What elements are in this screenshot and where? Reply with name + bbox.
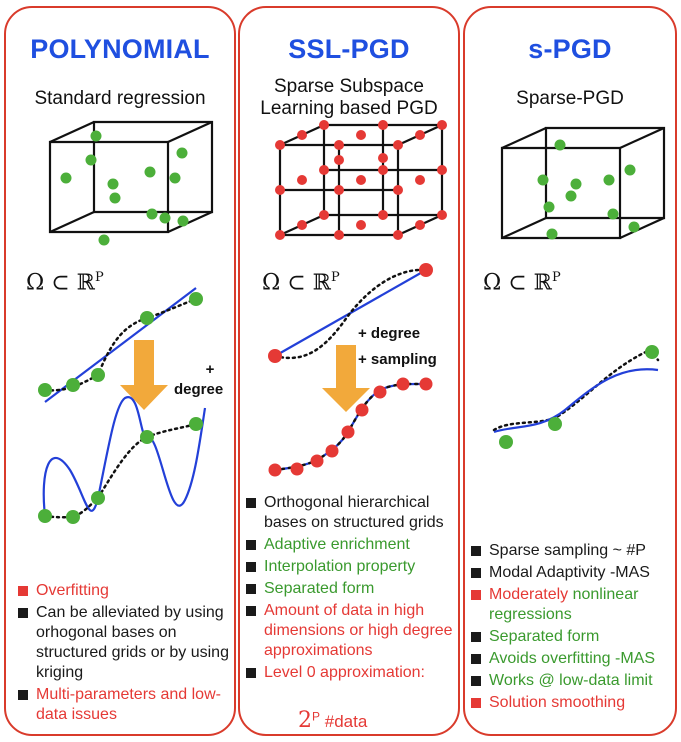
degree-annotation-2: degree — [174, 381, 224, 398]
list-item: Sparse sampling ~ #P — [469, 541, 681, 561]
spgd-smooth-fit — [492, 345, 660, 449]
omega-label: Ω ⊂ ℝP — [483, 270, 561, 296]
omega-label: Ω ⊂ ℝP — [262, 270, 340, 296]
cube-sparse-samples — [500, 126, 666, 240]
sampling-annotation: + sampling — [358, 351, 437, 368]
list-item: Orthogonal hierarchical bases on structu… — [244, 493, 458, 533]
linear-fit — [38, 287, 203, 403]
grid-sample-dots — [275, 120, 447, 240]
list-item: Interpolation property — [244, 557, 458, 577]
list-item: Multi-parameters and low-data issues — [16, 685, 234, 725]
down-arrow-1 — [120, 340, 168, 410]
list-item: Modal Adaptivity -MAS — [469, 563, 681, 583]
list-item: Solution smoothing — [469, 693, 681, 713]
random-sample-dots — [60, 130, 189, 246]
list-item: Level 0 approximation: — [244, 663, 458, 683]
panel-title: SSL-PGD — [288, 34, 410, 64]
list-item: Separated form — [244, 579, 458, 599]
bullet-list: Sparse sampling ~ #P Modal Adaptivity -M… — [469, 541, 681, 715]
panel-title: POLYNOMIAL — [30, 34, 210, 64]
down-arrow-2 — [322, 345, 370, 412]
ssl-linear-fit — [268, 263, 433, 363]
list-item: Can be alleviated by using orhogonal bas… — [16, 603, 234, 683]
overfit-curve — [38, 396, 207, 524]
degree-annotation: + degree — [358, 325, 421, 342]
panel-title: s-PGD — [528, 34, 612, 64]
list-item: Works @ low-data limit — [469, 671, 681, 691]
ssl-interpolated-fit — [268, 377, 433, 477]
panel-polynomial: POLYNOMIAL Standard regression Ω ⊂ ℝP + … — [4, 6, 236, 736]
panel-ssl-pgd: SSL-PGD Sparse Subspace Learning based P… — [238, 6, 460, 736]
panel-subtitle: Sparse-PGD — [516, 88, 624, 109]
panel-s-pgd: s-PGD Sparse-PGD Ω ⊂ ℝP Sparse sampling … — [463, 6, 677, 736]
omega-label: Ω ⊂ ℝP — [26, 270, 104, 296]
list-item: Overfitting — [16, 581, 234, 601]
list-item: Adaptive enrichment — [244, 535, 458, 555]
list-item: Moderately nonlinear regressions — [469, 585, 681, 625]
bullet-list: Overfitting Can be alleviated by using o… — [16, 581, 234, 727]
list-item: Amount of data in high dimensions or hig… — [244, 601, 458, 661]
panel-subtitle: Standard regression — [34, 88, 206, 109]
cube-random-samples — [48, 120, 214, 234]
list-item: Avoids overfitting -MAS — [469, 649, 681, 669]
degree-annotation: + — [205, 361, 215, 378]
list-item: Separated form — [469, 627, 681, 647]
panel-subtitle-line2: Learning based PGD — [260, 98, 438, 119]
level0-formula: 2P #data — [298, 708, 368, 733]
panel-subtitle-line1: Sparse Subspace — [274, 76, 424, 97]
sparse-sample-dots — [537, 139, 640, 240]
bullet-list: Orthogonal hierarchical bases on structu… — [244, 493, 458, 685]
